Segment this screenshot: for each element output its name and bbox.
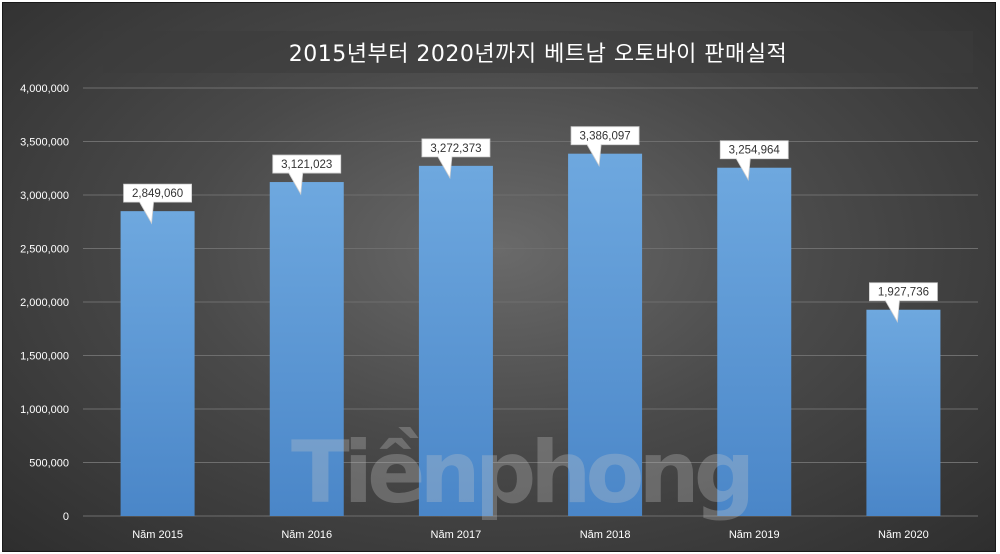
bar bbox=[717, 167, 792, 516]
y-tick-label: 1,000,000 bbox=[20, 404, 69, 416]
plot-area: 0 500,000 1,000,000 1,500,000 2,000,000 2,500… bbox=[20, 83, 978, 541]
bar bbox=[418, 165, 493, 517]
x-tick-label: Năm 2020 bbox=[878, 529, 929, 541]
x-tick-label: Năm 2018 bbox=[580, 529, 631, 541]
y-tick-label: 500,000 bbox=[29, 458, 69, 470]
data-label-callout: 1,927,736 bbox=[869, 282, 938, 324]
bar bbox=[568, 153, 643, 516]
x-tick-label: Năm 2015 bbox=[132, 529, 183, 541]
x-tick-label: Năm 2017 bbox=[431, 529, 482, 541]
callout-box bbox=[272, 154, 342, 196]
bars bbox=[120, 153, 941, 517]
y-tick-label: 4,000,000 bbox=[20, 83, 69, 95]
x-tick-label: Năm 2019 bbox=[729, 529, 780, 541]
y-tick-label: 2,500,000 bbox=[20, 244, 69, 256]
bar bbox=[866, 309, 941, 516]
callout-box bbox=[869, 282, 938, 324]
data-label-callout: 3,386,097 bbox=[570, 126, 640, 167]
bar bbox=[120, 211, 195, 516]
callout-box bbox=[570, 126, 640, 167]
y-axis-ticks: 0 500,000 1,000,000 1,500,000 2,000,000 2,500… bbox=[20, 83, 69, 523]
data-label: 3,121,023 bbox=[281, 159, 332, 171]
callout-box bbox=[719, 140, 789, 182]
data-label-callout: 3,254,964 bbox=[719, 140, 789, 182]
data-label: 3,254,964 bbox=[729, 145, 781, 157]
title-band: 2015년부터 2020년까지 베트남 오토바이 판매실적 bbox=[103, 31, 973, 73]
callout-box bbox=[123, 183, 192, 225]
x-tick-label: Năm 2016 bbox=[281, 529, 332, 541]
y-tick-label: 3,500,000 bbox=[20, 137, 69, 149]
data-labels: 2,849,060 3,121,023 3,272,373 3,386,097 3,25… bbox=[123, 126, 938, 324]
y-tick-label: 2,000,000 bbox=[20, 297, 69, 309]
x-axis-labels: Năm 2015 Năm 2016 Năm 2017 Năm 2018 Năm 2019… bbox=[132, 529, 929, 541]
y-tick-label: 0 bbox=[63, 511, 69, 523]
bar bbox=[269, 182, 344, 516]
data-label: 2,849,060 bbox=[132, 188, 183, 200]
chart-title: 2015년부터 2020년까지 베트남 오토바이 판매실적 bbox=[288, 42, 788, 67]
data-label: 3,272,373 bbox=[430, 143, 481, 155]
data-label: 3,386,097 bbox=[579, 131, 630, 143]
data-label-callout: 3,121,023 bbox=[272, 154, 342, 196]
data-label-callout: 3,272,373 bbox=[421, 138, 491, 180]
data-label: 1,927,736 bbox=[878, 287, 929, 299]
y-tick-label: 3,000,000 bbox=[20, 190, 69, 202]
callout-box bbox=[421, 138, 491, 180]
gridlines bbox=[83, 87, 978, 517]
data-label-callout: 2,849,060 bbox=[123, 183, 192, 225]
y-tick-label: 1,500,000 bbox=[20, 351, 69, 363]
